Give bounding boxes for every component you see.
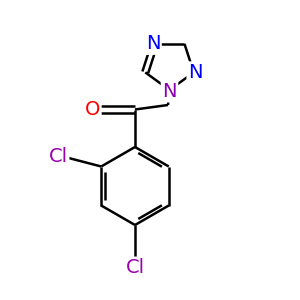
Text: O: O: [84, 100, 100, 119]
Text: N: N: [146, 34, 160, 53]
Text: Cl: Cl: [125, 258, 145, 277]
Text: Cl: Cl: [49, 146, 68, 166]
Text: N: N: [188, 63, 202, 82]
Text: N: N: [162, 82, 177, 101]
